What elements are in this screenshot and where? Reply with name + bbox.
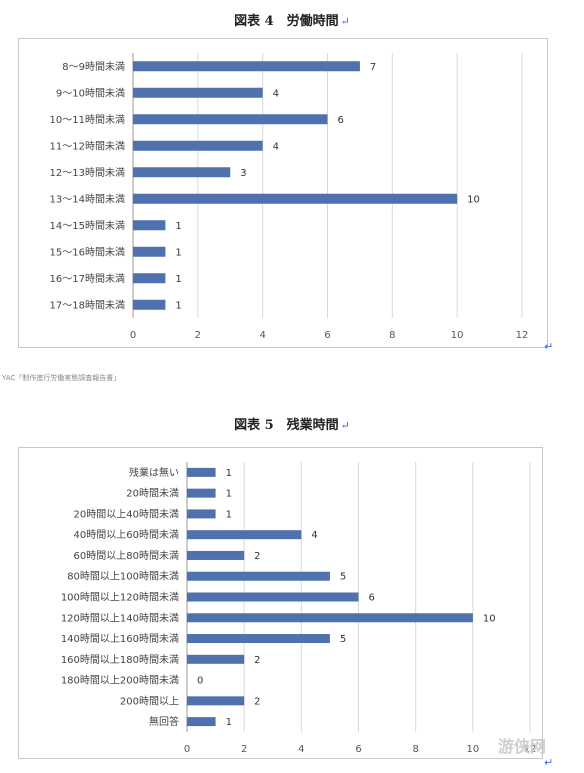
bar bbox=[133, 246, 166, 257]
category-label: 14〜15時間未満 bbox=[50, 220, 125, 232]
chart2-title-text: 図表 5 残業時間 bbox=[234, 418, 339, 433]
bar bbox=[187, 654, 245, 664]
tick-label: 0 bbox=[130, 330, 136, 341]
tick-label: 8 bbox=[412, 744, 418, 755]
data-label: 2 bbox=[254, 655, 260, 666]
category-label: 無回答 bbox=[149, 715, 179, 728]
bar bbox=[133, 273, 166, 284]
tick-label: 10 bbox=[466, 744, 479, 755]
data-label: 3 bbox=[240, 168, 246, 179]
data-label: 6 bbox=[369, 593, 375, 604]
category-label: 100時間以上120時間未満 bbox=[61, 592, 179, 604]
tick-label: 4 bbox=[259, 330, 265, 341]
category-label: 180時間以上200時間未満 bbox=[61, 675, 179, 687]
data-label: 1 bbox=[175, 221, 181, 232]
chart1-title: 図表 4 労働時間 ↵ bbox=[0, 10, 584, 29]
bar bbox=[133, 61, 360, 72]
data-label: 2 bbox=[254, 696, 260, 707]
tick-label: 10 bbox=[451, 330, 464, 341]
tick-label: 2 bbox=[195, 330, 201, 341]
data-label: 7 bbox=[370, 62, 376, 73]
data-label: 10 bbox=[467, 194, 480, 205]
tick-label: 6 bbox=[355, 744, 361, 755]
data-label: 0 bbox=[197, 676, 203, 687]
return-mark: ↵ bbox=[340, 15, 350, 28]
bar bbox=[187, 509, 216, 519]
bar bbox=[133, 220, 166, 231]
bar bbox=[187, 613, 473, 623]
data-label: 2 bbox=[254, 551, 260, 562]
chart2-frame bbox=[18, 447, 543, 759]
tick-label: 8 bbox=[389, 330, 395, 341]
tick-label: 12 bbox=[516, 330, 529, 341]
return-mark: ↵ bbox=[544, 340, 554, 353]
tick-label: 4 bbox=[298, 744, 304, 755]
category-label: 13〜14時間未満 bbox=[50, 193, 125, 205]
tick-label: 0 bbox=[184, 744, 190, 755]
bar bbox=[187, 571, 330, 581]
bar bbox=[187, 696, 245, 706]
chart1-frame bbox=[18, 38, 548, 348]
data-label: 6 bbox=[338, 115, 344, 126]
category-label: 11〜12時間未満 bbox=[50, 140, 125, 152]
category-label: 80時間以上100時間未満 bbox=[67, 571, 179, 583]
category-label: 120時間以上140時間未満 bbox=[61, 612, 179, 624]
chart2-title: 図表 5 残業時間 ↵ bbox=[0, 414, 584, 433]
category-label: 16〜17時間未満 bbox=[50, 273, 125, 285]
tick-label: 12 bbox=[524, 744, 537, 755]
tick-label: 6 bbox=[324, 330, 330, 341]
bar bbox=[187, 592, 359, 602]
data-label: 5 bbox=[340, 572, 346, 583]
data-label: 1 bbox=[226, 509, 232, 520]
category-label: 20時間以上40時間未満 bbox=[74, 508, 179, 520]
category-label: 60時間以上80時間未満 bbox=[74, 550, 179, 562]
category-label: 12〜13時間未満 bbox=[50, 167, 125, 179]
watermark-logo: 游侠网 bbox=[498, 737, 547, 756]
bar bbox=[133, 87, 263, 98]
category-label: 140時間以上160時間未満 bbox=[61, 633, 179, 645]
category-label: 200時間以上 bbox=[120, 695, 179, 707]
bar bbox=[133, 167, 231, 178]
category-label: 160時間以上180時間未満 bbox=[61, 654, 179, 666]
data-label: 4 bbox=[273, 141, 279, 152]
category-label: 残業は無い bbox=[129, 466, 179, 479]
category-label: 10〜11時間未満 bbox=[50, 114, 125, 126]
chart1-title-text: 図表 4 労働時間 bbox=[234, 14, 339, 29]
bar bbox=[187, 717, 216, 727]
bar bbox=[187, 530, 302, 540]
data-label: 1 bbox=[175, 274, 181, 285]
bar bbox=[133, 140, 263, 151]
tick-label: 2 bbox=[241, 744, 247, 755]
category-label: 40時間以上60時間未満 bbox=[74, 529, 179, 541]
data-label: 1 bbox=[175, 300, 181, 311]
data-label: 1 bbox=[226, 468, 232, 479]
category-label: 17〜18時間未満 bbox=[50, 299, 125, 311]
category-label: 20時間未満 bbox=[126, 488, 179, 500]
bar bbox=[187, 634, 330, 644]
data-label: 1 bbox=[226, 489, 232, 500]
bar bbox=[133, 299, 166, 310]
return-mark: ↵ bbox=[340, 419, 350, 432]
data-label: 4 bbox=[311, 530, 317, 541]
category-label: 15〜16時間未満 bbox=[50, 246, 125, 258]
bar bbox=[187, 488, 216, 498]
return-mark: ↵ bbox=[544, 756, 554, 769]
category-label: 9〜10時間未満 bbox=[56, 87, 125, 99]
data-label: 1 bbox=[226, 717, 232, 728]
bar bbox=[187, 467, 216, 477]
data-label: 1 bbox=[175, 247, 181, 258]
data-label: 4 bbox=[273, 88, 279, 99]
data-label: 5 bbox=[340, 634, 346, 645]
bar bbox=[133, 193, 458, 204]
source-note: YAC「制作進行労働実態調査報告書」 bbox=[2, 374, 121, 382]
category-label: 8〜9時間未満 bbox=[62, 61, 125, 73]
bar bbox=[187, 550, 245, 560]
data-label: 10 bbox=[483, 613, 496, 624]
bar bbox=[133, 114, 328, 125]
